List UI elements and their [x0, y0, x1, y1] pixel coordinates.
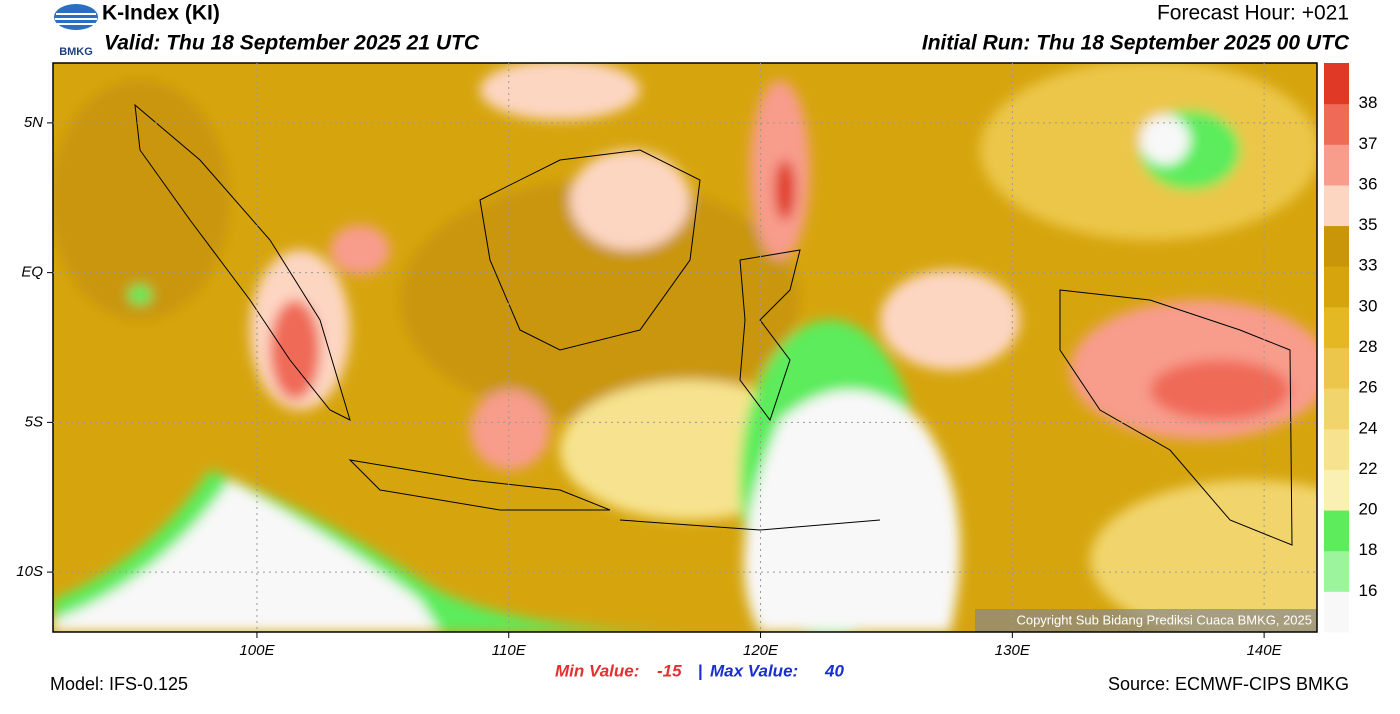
colorbar-tick-label: 36	[1359, 174, 1378, 193]
colorbar-segment	[1324, 144, 1349, 186]
min-label: Min Value:	[555, 661, 639, 680]
lon-tick-label: 130E	[995, 642, 1031, 659]
colorbar-segment	[1324, 469, 1349, 511]
separator: |	[698, 661, 703, 680]
forecast-hour: Forecast Hour: +021	[1157, 2, 1349, 25]
colorbar-tick-label: 22	[1359, 459, 1378, 478]
colorbar-segment	[1324, 306, 1349, 348]
colorbar-tick-label: 37	[1359, 134, 1378, 153]
colorbar-segment	[1324, 510, 1349, 552]
max-value: 40	[824, 661, 844, 680]
colorbar-tick-label: 28	[1359, 337, 1378, 356]
colorbar-tick-label: 16	[1359, 581, 1378, 600]
colorbar-tick-label: 26	[1359, 378, 1378, 397]
source: Source: ECMWF-CIPS BMKG	[1108, 674, 1349, 694]
colorbar-segment	[1324, 103, 1349, 145]
colorbar-segment	[1324, 550, 1349, 592]
lon-tick-label: 140E	[1247, 642, 1283, 659]
lat-tick-label: 10S	[16, 563, 43, 580]
lon-tick-label: 120E	[743, 642, 779, 659]
lat-tick-label: EQ	[21, 264, 43, 281]
colorbar-segment	[1324, 184, 1349, 227]
colorbar-segment	[1324, 428, 1349, 470]
model: Model: IFS-0.125	[50, 674, 188, 694]
colorbar-tick-label: 24	[1359, 418, 1378, 437]
colorbar-tick-label: 35	[1359, 215, 1378, 234]
colorbar-segment	[1324, 266, 1349, 308]
lon-tick-label: 110E	[492, 642, 527, 659]
colorbar-segment	[1324, 63, 1349, 105]
colorbar-segment	[1324, 388, 1349, 430]
colorbar: 16 18 20 22 24 26 28 30 33 35 36 37 38	[1324, 63, 1377, 633]
colorbar-segment	[1324, 225, 1349, 267]
colorbar-tick-label: 18	[1359, 540, 1378, 559]
logo-text: BMKG	[59, 46, 93, 58]
lat-tick-label: 5S	[25, 413, 43, 430]
logo: BMKG	[54, 4, 98, 58]
map-frame	[52, 62, 1318, 633]
lon-tick-label: 100E	[239, 642, 275, 659]
initial-run: Initial Run: Thu 18 September 2025 00 UT…	[922, 32, 1350, 55]
colorbar-tick-label: 30	[1359, 296, 1378, 315]
map-field	[53, 63, 1317, 632]
colorbar-segment	[1324, 591, 1349, 633]
valid-time: Valid: Thu 18 September 2025 21 UTC	[104, 32, 480, 55]
min-value: -15	[657, 661, 682, 680]
colorbar-segment	[1324, 347, 1349, 389]
colorbar-tick-label: 20	[1359, 500, 1378, 519]
lat-tick-label: 5N	[24, 114, 43, 131]
colorbar-tick-label: 38	[1359, 93, 1378, 112]
colorbar-tick-label: 33	[1359, 256, 1378, 275]
max-label: Max Value:	[710, 661, 798, 680]
copyright: Copyright Sub Bidang Prediksi Cuaca BMKG…	[1016, 612, 1312, 627]
title: K-Index (KI)	[102, 2, 220, 25]
